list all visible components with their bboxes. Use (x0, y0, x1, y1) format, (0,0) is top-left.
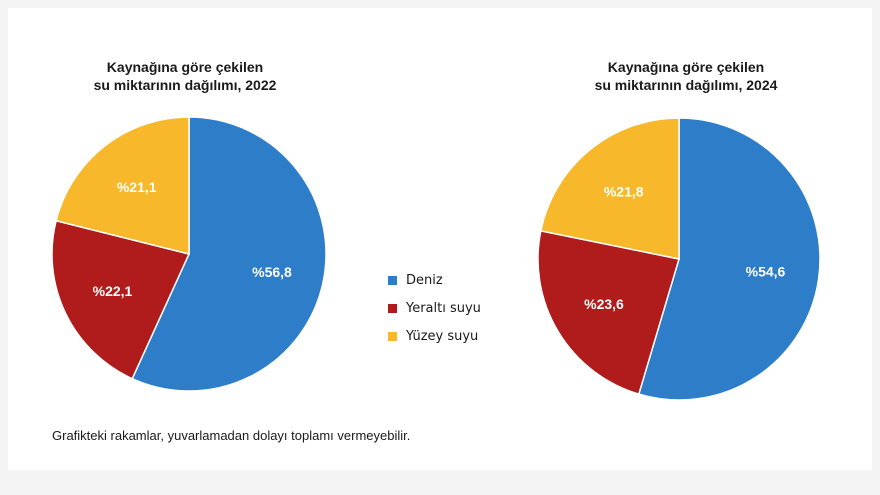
legend-label-yeralti-suyu: Yeraltı suyu (406, 300, 481, 316)
chart-title-2022: Kaynağına göre çekilen su miktarının dağ… (35, 58, 335, 94)
legend-swatch-deniz (388, 275, 397, 285)
pie-slice-yuzey-suyu-2024 (539, 117, 680, 260)
pie-label-deniz-2024: %54,6 (746, 264, 786, 280)
legend-swatch-yuzey-suyu (388, 331, 397, 341)
legend: Deniz Yeraltı suyu Yüzey suyu (388, 266, 481, 350)
legend-label-deniz: Deniz (406, 272, 443, 288)
pie-slice-deniz-2022 (131, 116, 327, 392)
footnote: Grafikteki rakamlar, yuvarlamadan dolayı… (52, 428, 411, 443)
legend-label-yuzey-suyu: Yüzey suyu (406, 328, 479, 344)
pie-label-yeralti-suyu-2022: %22,1 (93, 283, 133, 299)
legend-swatch-yeralti-suyu (388, 303, 397, 313)
chart-title-2022-line2: su miktarının dağılımı, 2022 (93, 77, 277, 93)
chart-card: Kaynağına göre çekilen su miktarının dağ… (8, 8, 872, 470)
chart-title-2022-line1: Kaynağına göre çekilen (106, 59, 264, 75)
chart-title-2024: Kaynağına göre çekilen su miktarının dağ… (536, 58, 836, 94)
pie-label-deniz-2022: %56,8 (252, 264, 292, 280)
pie-slice-yuzey-suyu-2022 (55, 116, 190, 255)
pie-slice-yeralti-suyu-2024 (537, 229, 680, 396)
pie-label-yeralti-suyu-2024: %23,6 (584, 296, 624, 312)
pie-label-yuzey-suyu-2022: %21,1 (117, 179, 157, 195)
pie-label-yuzey-suyu-2024: %21,8 (604, 183, 644, 199)
pie-chart-2022: %56,8 %22,1 %21,1 (51, 116, 327, 392)
pie-chart-2024: %54,6 %23,6 %21,8 (537, 117, 821, 401)
chart-title-2024-line1: Kaynağına göre çekilen (607, 59, 765, 75)
pie-slice-deniz-2024 (637, 117, 821, 401)
legend-item-deniz: Deniz (388, 266, 481, 294)
pie-slice-yeralti-suyu-2022 (51, 219, 191, 380)
legend-item-yuzey-suyu: Yüzey suyu (388, 322, 481, 350)
chart-title-2024-line2: su miktarının dağılımı, 2024 (594, 77, 778, 93)
legend-item-yeralti-suyu: Yeraltı suyu (388, 294, 481, 322)
